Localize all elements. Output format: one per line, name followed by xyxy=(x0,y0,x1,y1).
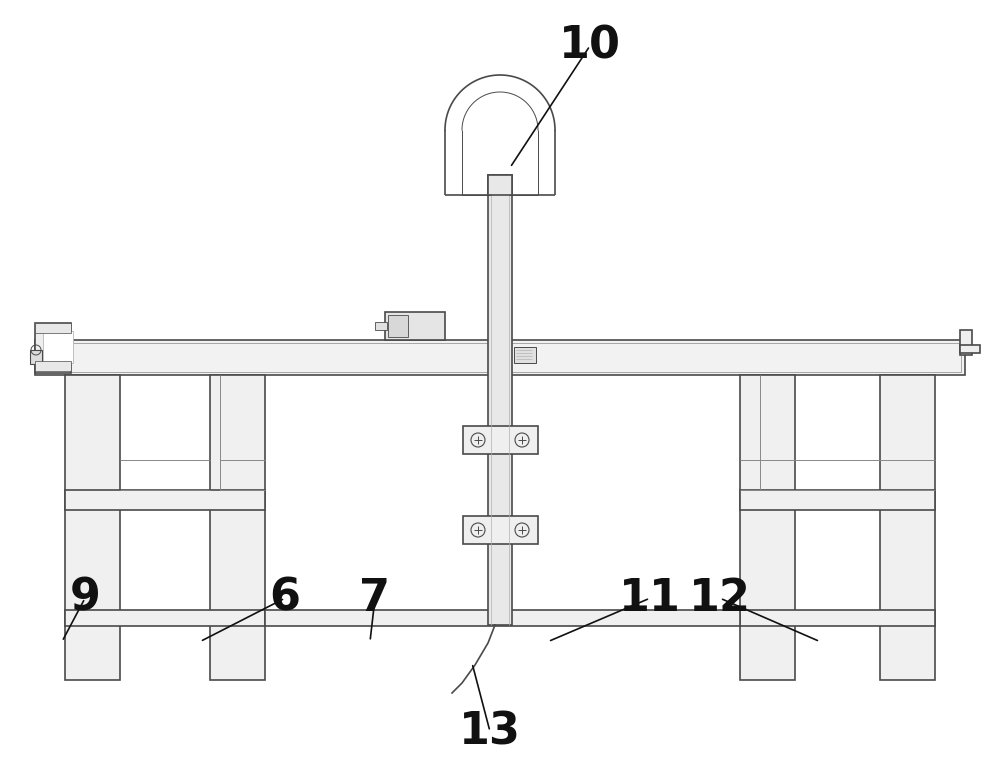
Bar xyxy=(388,315,408,337)
Bar xyxy=(35,323,71,333)
Text: 6: 6 xyxy=(270,577,300,620)
Text: 11: 11 xyxy=(619,577,681,620)
Bar xyxy=(488,175,512,195)
Bar xyxy=(30,350,42,364)
Text: 12: 12 xyxy=(689,577,751,620)
Bar xyxy=(740,375,795,680)
Bar xyxy=(35,340,965,375)
Bar xyxy=(740,610,935,626)
Bar xyxy=(960,330,972,355)
Bar xyxy=(880,375,935,680)
Bar xyxy=(488,175,512,625)
Bar xyxy=(740,490,935,510)
Bar xyxy=(960,345,980,353)
Text: 9: 9 xyxy=(70,577,100,620)
Text: 13: 13 xyxy=(459,710,521,753)
Bar xyxy=(463,516,538,544)
Bar xyxy=(488,175,512,195)
Bar xyxy=(65,610,265,626)
Text: 7: 7 xyxy=(360,577,390,620)
Bar xyxy=(375,322,387,330)
Bar xyxy=(35,361,71,371)
Bar xyxy=(265,610,740,626)
Bar xyxy=(65,375,120,680)
Bar xyxy=(35,323,71,373)
Bar xyxy=(385,312,445,340)
Bar xyxy=(65,490,265,510)
Bar xyxy=(39,343,961,372)
Bar xyxy=(463,426,538,454)
Bar xyxy=(514,347,536,363)
Bar xyxy=(43,331,73,363)
Text: 10: 10 xyxy=(559,24,621,67)
Bar xyxy=(210,375,265,680)
